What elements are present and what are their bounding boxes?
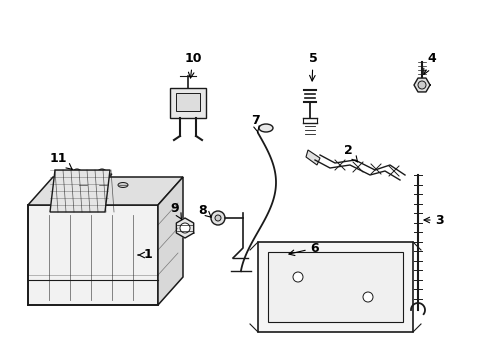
FancyBboxPatch shape (28, 205, 158, 305)
Text: 4: 4 (423, 51, 435, 75)
Ellipse shape (78, 183, 88, 188)
Circle shape (180, 223, 190, 233)
Circle shape (97, 169, 107, 179)
Polygon shape (176, 218, 193, 238)
Ellipse shape (98, 183, 108, 188)
Polygon shape (68, 174, 87, 180)
Polygon shape (93, 174, 112, 180)
FancyBboxPatch shape (170, 88, 205, 118)
Text: 9: 9 (170, 202, 182, 220)
Polygon shape (28, 177, 183, 205)
Polygon shape (413, 78, 429, 92)
FancyBboxPatch shape (258, 242, 412, 332)
Polygon shape (50, 170, 110, 212)
Circle shape (417, 81, 425, 89)
Ellipse shape (259, 124, 272, 132)
Text: 1: 1 (138, 248, 152, 261)
Text: 2: 2 (343, 144, 357, 162)
Circle shape (215, 215, 221, 221)
Circle shape (362, 292, 372, 302)
Text: 10: 10 (184, 51, 202, 78)
Text: 3: 3 (423, 213, 444, 226)
Text: 7: 7 (250, 113, 259, 132)
Circle shape (292, 272, 303, 282)
Circle shape (210, 211, 224, 225)
Ellipse shape (118, 183, 128, 188)
Text: 11: 11 (49, 152, 72, 169)
Polygon shape (305, 150, 319, 165)
FancyBboxPatch shape (176, 93, 200, 111)
Text: 8: 8 (198, 203, 211, 217)
Polygon shape (158, 177, 183, 305)
Text: 6: 6 (288, 242, 319, 256)
Circle shape (72, 169, 82, 179)
Text: 5: 5 (308, 51, 317, 81)
FancyBboxPatch shape (267, 252, 402, 322)
